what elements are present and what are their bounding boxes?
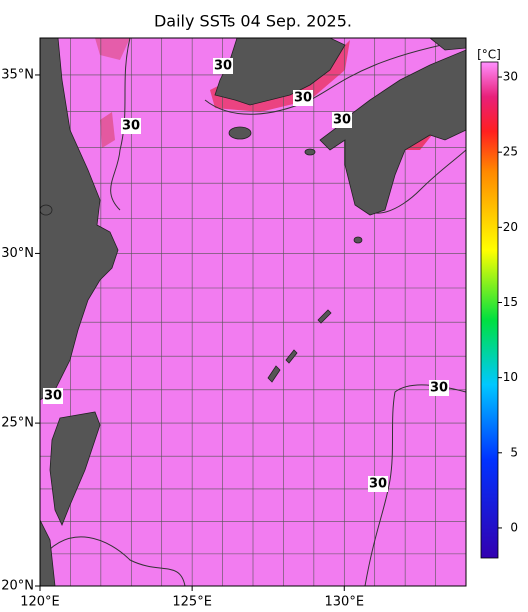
- island: [353, 236, 363, 244]
- colorbar-tick-label: 5: [510, 445, 518, 459]
- colorbar-tick-label: 25: [503, 145, 518, 159]
- y-tick-label: 20°N: [1, 579, 34, 594]
- contour-label-bg: [43, 388, 63, 404]
- x-tick-label: 125°E: [172, 595, 212, 610]
- island: [285, 349, 298, 364]
- x-tick-label: 120°E: [20, 595, 60, 610]
- contour-line: [364, 384, 466, 586]
- island: [267, 365, 281, 383]
- map-area: [40, 38, 466, 586]
- contour-line: [110, 38, 131, 211]
- colorbar-tick-label: 20: [503, 220, 518, 234]
- x-tick-label: 130°E: [325, 595, 365, 610]
- warm-patch: [100, 112, 115, 148]
- island: [304, 148, 316, 156]
- colorbar-tick-label: 0: [510, 520, 518, 534]
- contour-label: 30: [430, 381, 448, 396]
- lake: [40, 204, 53, 216]
- map-frame: [39, 37, 467, 587]
- contour-label-bg: [368, 476, 388, 492]
- contour-label: 30: [369, 477, 387, 492]
- colorbar-tick-label: 30: [503, 70, 518, 84]
- axes: 120°E 125°E 130°E 20°N 25°N 30°N 35°N: [1, 67, 364, 609]
- contour-label-bg: [429, 380, 449, 396]
- contour-label-bg: [213, 58, 233, 74]
- island: [317, 309, 332, 324]
- land-jeju: [228, 126, 252, 140]
- contour-label: 30: [294, 91, 312, 106]
- land-honshu: [429, 38, 466, 51]
- contour-labels: 30 30 30 30 30 30 30: [43, 58, 449, 492]
- contour-label-bg: [293, 90, 313, 106]
- land-korea: [214, 38, 346, 106]
- land-japan: [319, 49, 466, 216]
- title: Daily SSTs 04 Sep. 2025.: [154, 12, 352, 31]
- colorbar: [480, 61, 499, 559]
- colorbar-tick-label: 10: [503, 370, 518, 384]
- y-tick-label: 35°N: [1, 67, 34, 82]
- contour-label: 30: [44, 389, 62, 404]
- colorbar-ticks: 0 5 10 15 20 25 30: [498, 70, 518, 534]
- land-china: [40, 38, 119, 401]
- y-tick-label: 25°N: [1, 416, 34, 431]
- contour-label: 30: [214, 59, 232, 74]
- contour-label-bg: [332, 112, 352, 128]
- colorbar-unit: [°C]: [477, 48, 501, 62]
- colorbar-tick-label: 15: [503, 295, 518, 309]
- y-tick-label: 30°N: [1, 246, 34, 261]
- contour-label: 30: [333, 113, 351, 128]
- warm-patch: [95, 38, 130, 60]
- land-china-south: [40, 519, 56, 586]
- contour-line: [204, 39, 466, 115]
- contour-line: [40, 536, 186, 586]
- contour-label: 30: [122, 119, 140, 134]
- contour-label-bg: [121, 118, 141, 134]
- land-taiwan: [49, 411, 101, 527]
